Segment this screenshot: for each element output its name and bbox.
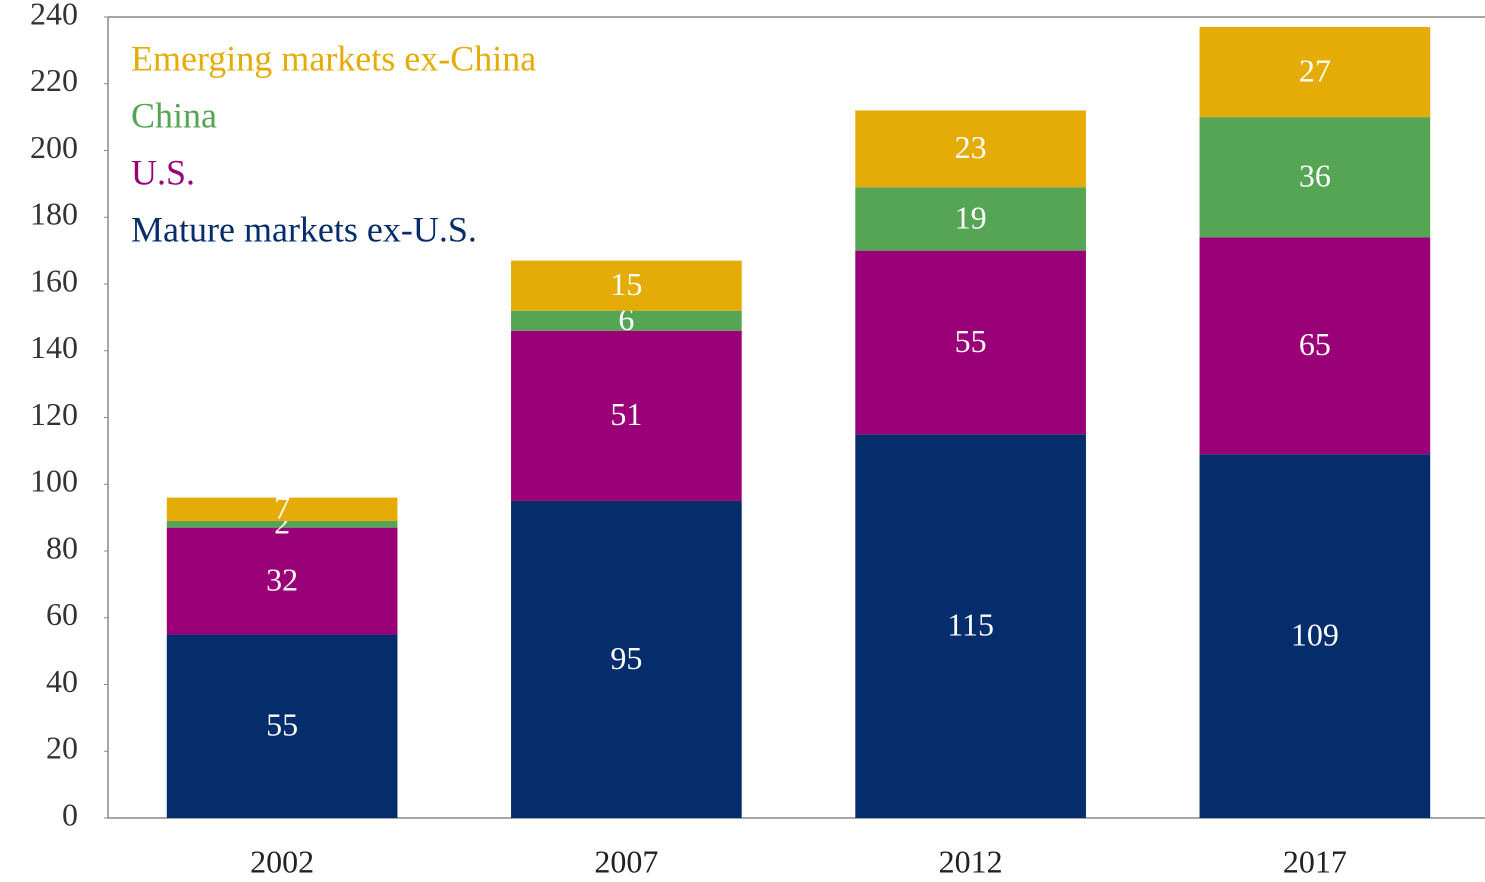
bar-segment: [511, 500, 742, 818]
y-tick-label: 220: [30, 62, 78, 98]
y-tick-label: 80: [46, 529, 78, 565]
legend-entry: U.S.: [131, 152, 195, 192]
bar-segment: [511, 310, 742, 331]
bar-segment: [1199, 117, 1431, 238]
data-label: 36: [1299, 158, 1331, 194]
y-tick-label: 140: [30, 329, 78, 365]
bar-segment: [1199, 454, 1431, 818]
y-tick-label: 180: [30, 196, 78, 232]
y-tick-label: 120: [30, 396, 78, 432]
bar-segment: [1199, 237, 1431, 455]
y-tick-label: 200: [30, 129, 78, 165]
bar-segment: [166, 520, 398, 528]
legend-entry: Emerging markets ex-China: [131, 38, 536, 78]
y-tick-label: 60: [46, 596, 78, 632]
data-label: 15: [610, 266, 642, 302]
data-label: 115: [947, 606, 994, 642]
data-label: 55: [955, 323, 987, 359]
bar-segment: [511, 330, 742, 501]
data-label: 109: [1291, 616, 1339, 652]
legend-entry: China: [131, 95, 217, 135]
data-label: 7: [274, 490, 290, 526]
bar-segment: [166, 527, 398, 635]
y-tick-label: 240: [30, 0, 78, 31]
bar-segment: [166, 634, 398, 818]
bar-segment: [855, 250, 1086, 435]
data-label: 55: [266, 707, 298, 743]
data-label: 23: [955, 129, 987, 165]
bar-segment: [855, 187, 1086, 251]
data-label: 19: [955, 199, 987, 235]
bar-segment: [855, 110, 1086, 188]
y-tick-label: 20: [46, 730, 78, 766]
x-tick-label: 2017: [1283, 843, 1347, 879]
bar-segment: [166, 497, 398, 521]
bar-segment: [1199, 27, 1431, 118]
y-tick-label: 100: [30, 463, 78, 499]
x-tick-label: 2007: [594, 843, 658, 879]
x-tick-label: 2012: [939, 843, 1003, 879]
data-label: 27: [1299, 52, 1331, 88]
y-tick-label: 160: [30, 262, 78, 298]
bar-segment: [511, 260, 742, 311]
x-tick-label: 2002: [250, 843, 314, 879]
bar-segment: [855, 434, 1086, 818]
y-tick-label: 40: [46, 663, 78, 699]
data-label: 32: [266, 561, 298, 597]
data-label: 65: [1299, 326, 1331, 362]
y-tick-label: 0: [62, 796, 78, 832]
data-label: 95: [610, 640, 642, 676]
data-label: 51: [610, 396, 642, 432]
legend-entry: Mature markets ex-U.S.: [131, 209, 477, 249]
